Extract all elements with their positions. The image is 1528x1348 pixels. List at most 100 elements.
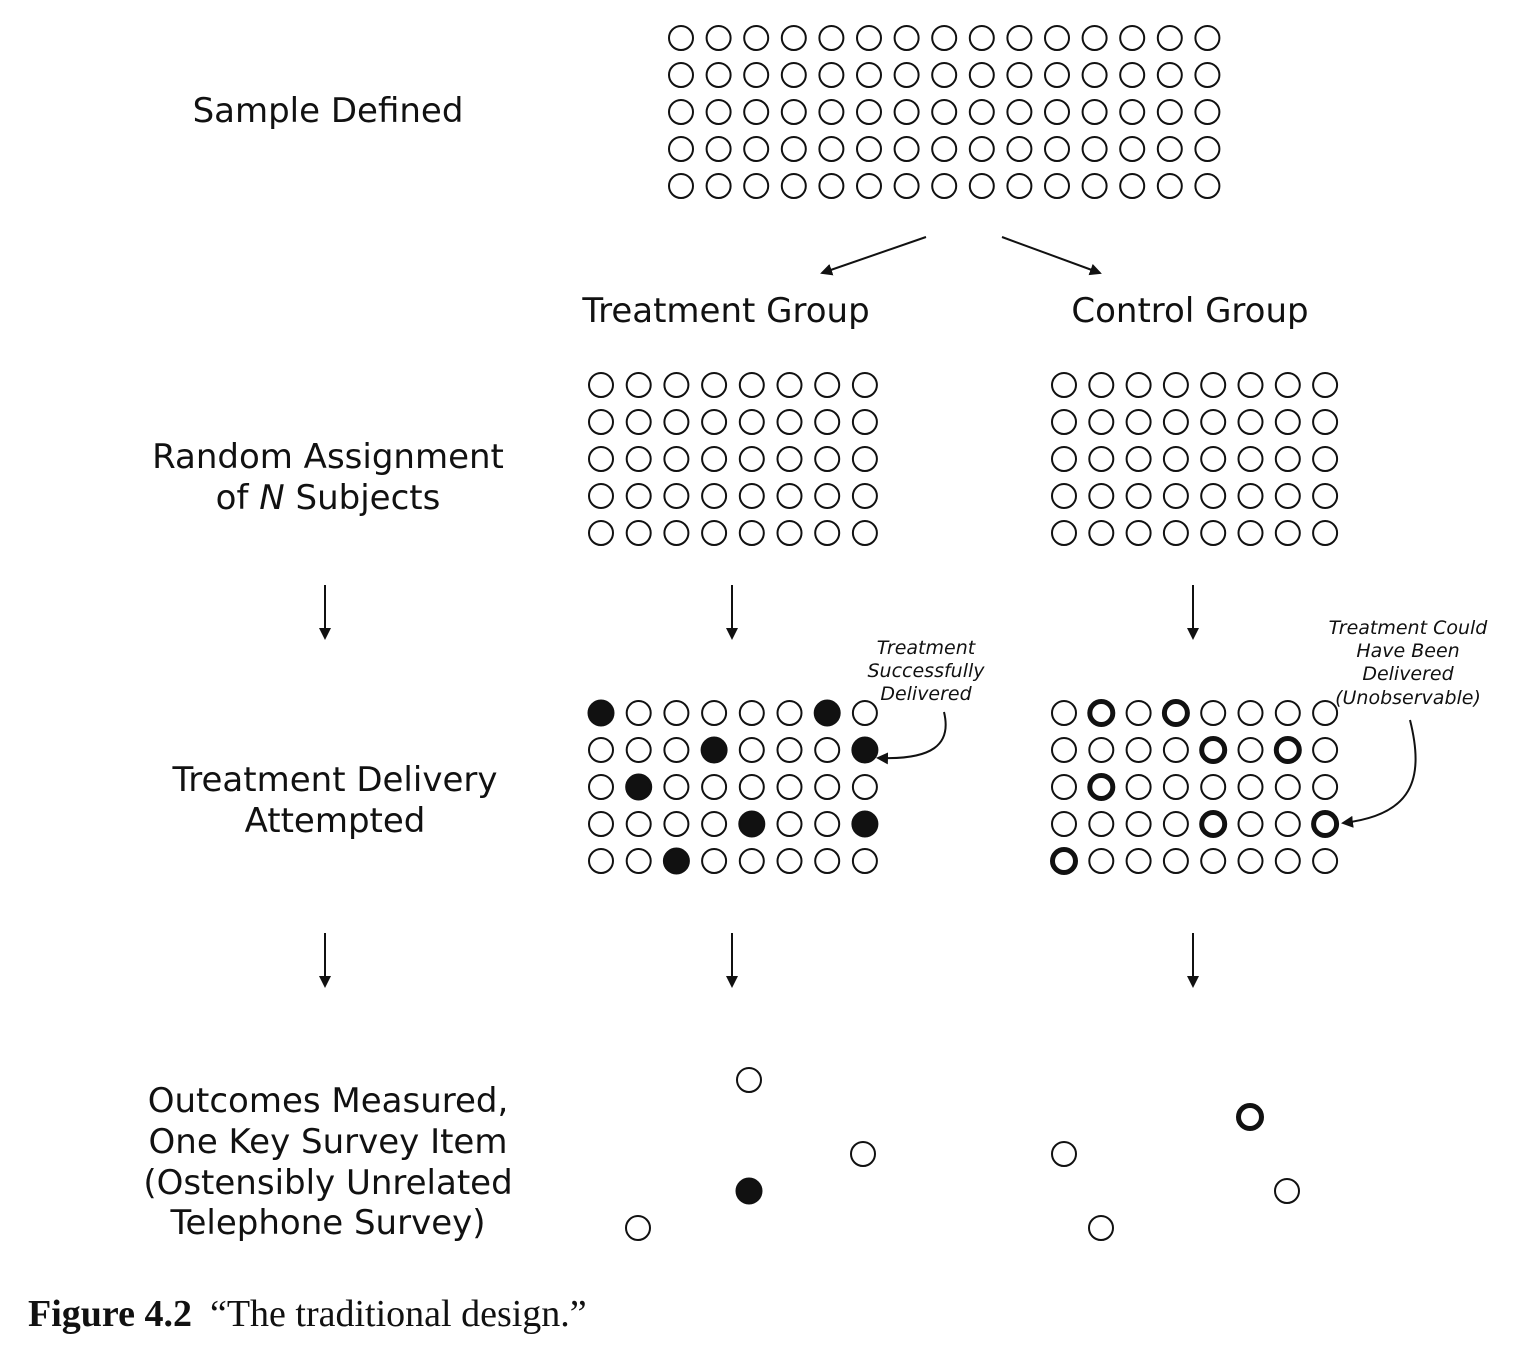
subject-circle-open [818, 136, 845, 162]
subject-circle-open [1194, 173, 1221, 199]
subject-circle-open [668, 25, 694, 51]
caption-label: Figure 4.2 [28, 1293, 192, 1335]
subject-circle-filled [625, 773, 653, 801]
subject-circle-open [668, 62, 694, 88]
subject-circle-open [931, 99, 958, 125]
subject-circle-open [931, 25, 958, 51]
subject-circle-open [1237, 700, 1264, 726]
subject-circle-filled [738, 810, 766, 838]
subject-circle-open [851, 483, 878, 509]
subject-circle-open [1088, 483, 1115, 509]
subject-circle-open [1200, 848, 1227, 874]
subject-circle-open [1194, 62, 1221, 88]
subject-circle-bold [1311, 810, 1340, 838]
subject-circle-open [1200, 372, 1227, 398]
subject-circle-open [818, 62, 845, 88]
note-could-have-2: Have Been [1356, 640, 1459, 662]
subject-circle-open [780, 173, 807, 199]
label-of-n-subjects: of N Subjects [216, 478, 441, 518]
subject-circle-open [1006, 99, 1033, 125]
outcome-circle-open [1051, 1141, 1077, 1167]
subject-circle-open [625, 737, 652, 763]
outcome-circle-bold [1236, 1103, 1264, 1131]
header-treatment-group: Treatment Group [581, 291, 869, 331]
label-telephone-survey: Telephone Survey) [169, 1203, 485, 1243]
subject-circle-open [1156, 99, 1183, 125]
subject-circle-open [1088, 409, 1115, 435]
label-outcomes-measured: Outcomes Measured, [148, 1081, 509, 1121]
subject-circle-open [738, 848, 765, 874]
subject-circle-bold [1273, 736, 1302, 764]
caption-text: “The traditional design.” [210, 1293, 587, 1335]
subject-circle-open [663, 372, 690, 398]
subject-circle-open [893, 136, 920, 162]
subject-circle-open [663, 737, 690, 763]
subject-circle-open [625, 811, 652, 837]
label-treatment-delivery: Treatment Delivery [172, 760, 498, 800]
subject-circle-open [1125, 483, 1152, 509]
subject-circle-open [1051, 372, 1077, 398]
subject-circle-open [814, 848, 841, 874]
subject-circle-open [1200, 520, 1227, 546]
subject-circle-open [1200, 774, 1227, 800]
subject-circle-open [931, 62, 958, 88]
subject-circle-open [625, 700, 652, 726]
subject-circle-bold [1087, 773, 1116, 801]
subject-circle-open [1312, 446, 1339, 472]
subject-circle-open [968, 62, 995, 88]
subject-circle-open [856, 136, 882, 162]
subject-circle-open [814, 409, 841, 435]
subject-circle-open [738, 409, 765, 435]
treatment-delivered-grid [587, 699, 879, 875]
subject-circle-open [1088, 848, 1115, 874]
subject-circle-open [1051, 700, 1077, 726]
sample-circle-grid [668, 25, 1221, 199]
subject-circle-open [776, 700, 803, 726]
subject-circle-open [1051, 409, 1077, 435]
header-control-group: Control Group [1071, 291, 1308, 331]
subject-circle-open [968, 173, 995, 199]
subject-circle-open [1237, 774, 1264, 800]
subject-circle-open [776, 774, 803, 800]
subject-circle-open [1274, 700, 1301, 726]
subject-circle-open [701, 483, 728, 509]
subject-circle-open [1044, 62, 1070, 88]
subject-circle-filled [851, 736, 879, 764]
subject-circle-open [1162, 409, 1189, 435]
arrow-to-treatment [820, 236, 927, 276]
figure-caption: Figure 4.2 “The traditional design.” [28, 1293, 587, 1335]
subject-circle-open [1088, 811, 1115, 837]
subject-circle-open [738, 446, 765, 472]
subject-circle-open [668, 136, 694, 162]
subject-circle-open [776, 446, 803, 472]
subject-circle-open [1200, 446, 1227, 472]
subject-circle-open [1200, 483, 1227, 509]
subject-circle-open [1088, 520, 1115, 546]
subject-circle-filled [851, 810, 879, 838]
subject-circle-open [1274, 372, 1301, 398]
outcome-circle-open [1088, 1215, 1114, 1241]
subject-circle-open [1081, 173, 1108, 199]
subject-circle-filled [662, 847, 690, 875]
subject-circle-open [1162, 737, 1189, 763]
subject-circle-open [1119, 62, 1146, 88]
subject-circle-open [743, 25, 770, 51]
subject-circle-open [814, 446, 841, 472]
subject-circle-open [780, 62, 807, 88]
subject-circle-open [856, 62, 882, 88]
subject-circle-open [1312, 700, 1339, 726]
subject-circle-open [1274, 483, 1301, 509]
note-treatment-successfully-2: Successfully [867, 660, 985, 682]
subject-circle-open [1125, 811, 1152, 837]
subject-circle-open [1044, 136, 1070, 162]
subject-circle-open [743, 173, 770, 199]
label-ostensibly-unrelated: (Ostensibly Unrelated [143, 1163, 512, 1203]
outcome-circle-open [850, 1141, 876, 1167]
subject-circle-open [1156, 136, 1183, 162]
subject-circle-open [701, 446, 728, 472]
subject-circle-open [1237, 483, 1264, 509]
note-treatment-successfully-1: Treatment [877, 637, 977, 659]
subject-circle-open [738, 520, 765, 546]
subject-circle-open [1006, 173, 1033, 199]
control-outcomes [1051, 1103, 1300, 1241]
